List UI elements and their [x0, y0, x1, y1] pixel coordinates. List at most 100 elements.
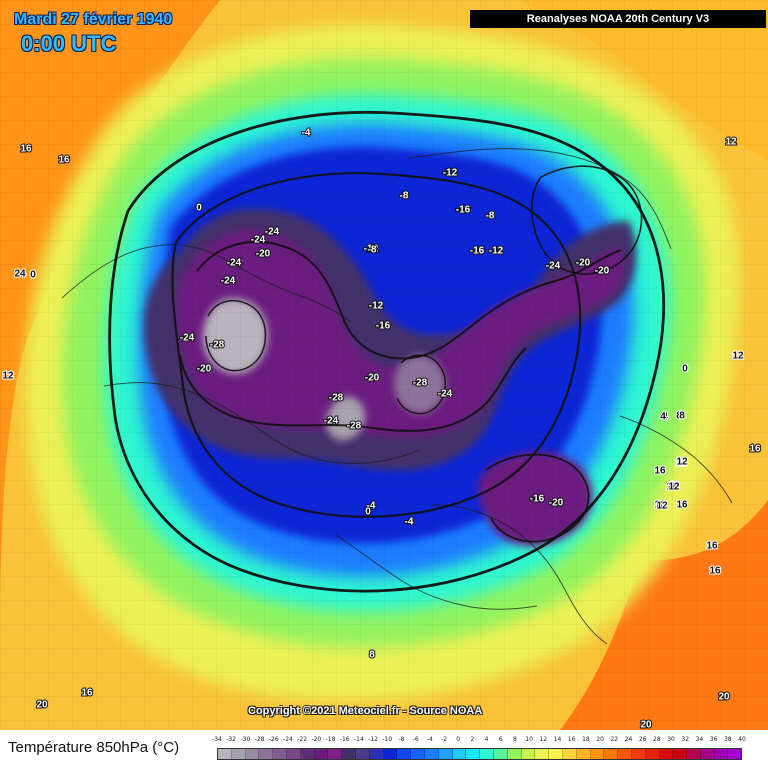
temperature-label: -16 — [456, 205, 471, 216]
temperature-label: -12 — [443, 168, 458, 179]
temperature-label: -24 — [221, 276, 236, 287]
temperature-label: 20 — [36, 700, 48, 711]
legend-swatch — [466, 749, 481, 759]
legend-tick-label: 2 — [470, 736, 475, 743]
temperature-label: -24 — [180, 333, 195, 344]
temperature-label: -8 — [400, 191, 409, 202]
temperature-label: -16 — [530, 494, 545, 505]
legend-tick-label: 16 — [567, 736, 576, 743]
temperature-label: -28 — [347, 421, 362, 432]
legend-tick-label: 8 — [513, 736, 517, 743]
legend-swatch — [259, 749, 274, 759]
legend-tick-label: 18 — [582, 736, 590, 743]
legend-swatch — [397, 749, 412, 759]
legend-scale: -34 -32 -30 -28 -26 -24 -22 -20 -18 -16 -14 -12 -10-… — [212, 736, 746, 762]
legend-swatch — [438, 749, 453, 759]
temperature-label: 20 — [718, 692, 730, 703]
legend-tick-label: 0 — [456, 736, 461, 743]
legend-swatch — [273, 749, 287, 759]
legend-swatch — [714, 749, 729, 759]
temperature-label: -4 — [367, 501, 376, 512]
legend-swatch — [452, 749, 467, 759]
temperature-label: 16 — [676, 500, 688, 511]
temperature-label: 12 — [675, 458, 687, 469]
temperature-label: 0 — [682, 364, 688, 375]
legend-tick-label: 38 — [723, 736, 732, 743]
legend-tick-label: 26 — [638, 736, 647, 743]
legend-swatch — [687, 749, 701, 759]
legend-swatch — [493, 749, 508, 759]
legend-swatch — [700, 749, 715, 759]
legend-tick-label: 4 — [484, 736, 489, 743]
legend-bar: Température 850hPa (°C) -34 -32 -30 -28 -26-… — [0, 730, 768, 768]
legend-swatch — [411, 749, 425, 759]
legend-swatch — [300, 749, 315, 759]
temperature-label: 24 — [14, 269, 26, 280]
legend-swatch — [535, 749, 550, 759]
legend-tick-label: 36 — [709, 736, 718, 743]
map-grid-overlay — [0, 0, 768, 730]
legend-swatch — [507, 749, 522, 759]
legend-swatch — [231, 749, 246, 759]
legend-swatch — [369, 749, 384, 759]
legend-tick-label: -34 — [212, 736, 222, 743]
legend-tick-label: -28 — [254, 736, 265, 743]
legend-tick-label: 14 — [553, 736, 562, 743]
temperature-label: 0 — [30, 270, 36, 281]
temperature-label: -16 — [470, 246, 485, 257]
temperature-label: -20 — [365, 373, 380, 384]
legend-swatch — [673, 749, 688, 759]
temperature-label: 0 — [365, 507, 371, 518]
map-time: 0:00 UTC — [21, 31, 117, 56]
legend-swatch — [659, 749, 674, 759]
legend-tick-label: -16 — [339, 736, 350, 743]
map-labels: -40-24-24-20-24-24-20-28-24-12-8-12-8-16… — [1, 127, 762, 730]
legend-swatch — [521, 749, 536, 759]
legend-tick-label: 24 — [624, 736, 633, 743]
legend-color-strip — [217, 748, 742, 760]
legend-tick-label: -24 — [283, 736, 293, 743]
legend-swatch — [328, 749, 343, 759]
legend-tick-label: -32 — [226, 736, 237, 743]
temperature-label: 16 — [706, 541, 718, 552]
legend-tick-label: -4 — [426, 736, 433, 743]
temperature-label: 0 — [196, 203, 202, 214]
legend-swatch — [424, 749, 439, 759]
temperature-label: -20 — [549, 498, 564, 509]
temperature-label: -24 — [438, 389, 453, 400]
temperature-label: 16 — [749, 444, 761, 455]
temperature-label: 4 — [660, 412, 666, 423]
legend-tick-label: -30 — [240, 736, 251, 743]
temperature-label: -12 — [369, 301, 384, 312]
legend-tick-label: -22 — [297, 736, 308, 743]
contour-lines — [108, 110, 666, 593]
temperature-map-svg: -40-24-24-20-24-24-20-28-24-12-8-12-8-16… — [0, 0, 768, 730]
temperature-label: 12 — [668, 482, 680, 493]
temperature-label: 16 — [58, 155, 70, 166]
legend-tick-label: -10 — [382, 736, 393, 743]
temperature-label: 12 — [676, 457, 688, 468]
temperature-label: -24 — [265, 227, 280, 238]
temperature-label: 8 — [679, 411, 685, 422]
temperature-label: 8 — [676, 411, 682, 422]
temperature-label: -16 — [376, 321, 391, 332]
temperature-label: 16 — [709, 566, 721, 577]
temperature-label: -20 — [576, 258, 591, 269]
temperature-label: -24 — [251, 235, 266, 246]
temperature-label: 12 — [725, 137, 737, 148]
temperature-label: -28 — [413, 378, 428, 389]
legend-tick-label: 20 — [596, 736, 604, 743]
temperature-label: 12 — [668, 481, 680, 492]
legend-swatch — [562, 749, 577, 759]
temperature-label: -24 — [227, 258, 242, 269]
legend-swatch — [618, 749, 632, 759]
temperature-label: -12 — [364, 244, 379, 255]
temperature-label: -20 — [197, 364, 212, 375]
temperature-label: -4 — [405, 517, 414, 528]
temperature-label: 20 — [640, 720, 652, 730]
legend-swatch — [549, 749, 563, 759]
legend-tick-label: 32 — [681, 736, 690, 743]
legend-tick-label: 10 — [525, 736, 533, 743]
legend-swatch — [245, 749, 260, 759]
temperature-label: -28 — [329, 393, 344, 404]
